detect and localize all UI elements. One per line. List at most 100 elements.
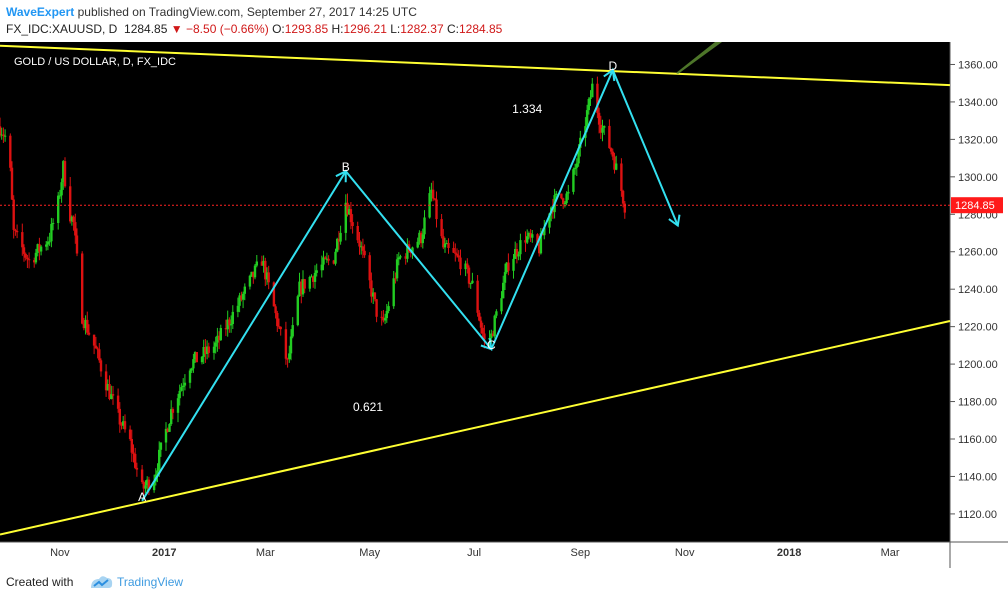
wave-label: 1.334 <box>512 102 542 116</box>
candle-body <box>260 261 264 266</box>
candle-body <box>33 260 36 263</box>
candle <box>575 158 578 176</box>
candle <box>243 283 246 301</box>
y-tick-label: 1320.00 <box>958 134 998 146</box>
candle-body <box>82 323 86 329</box>
candle <box>483 325 486 349</box>
candle-body <box>464 263 467 270</box>
candle-body <box>603 125 606 128</box>
drawings-layer[interactable]: A B C D 1.334 0.621 <box>0 42 951 536</box>
candle <box>464 260 467 277</box>
candle-body <box>312 276 315 282</box>
candle-body <box>457 255 460 258</box>
candle <box>308 275 311 292</box>
candle-body <box>130 439 133 453</box>
candle-body <box>517 254 520 257</box>
candle <box>457 250 460 262</box>
low-label: L: <box>390 22 401 36</box>
candle-body <box>70 216 74 222</box>
x-tick-label: Jul <box>467 547 481 559</box>
candle-body <box>265 272 269 280</box>
candle <box>72 215 75 231</box>
candle-body <box>45 244 48 247</box>
wave-arrowhead <box>668 214 681 228</box>
candle-body <box>322 257 325 265</box>
candle <box>397 252 400 266</box>
candle-body <box>116 395 120 409</box>
candle <box>207 342 210 358</box>
candle <box>358 232 361 255</box>
candle <box>539 228 543 255</box>
candle <box>346 193 349 217</box>
candle <box>490 329 493 344</box>
candle <box>560 193 563 200</box>
candle <box>495 309 498 319</box>
candle <box>226 310 229 337</box>
candle-body <box>240 295 243 300</box>
candle-body <box>447 243 450 248</box>
candle <box>433 198 436 201</box>
candle-body <box>24 253 27 258</box>
candle <box>431 180 435 202</box>
candle-body <box>152 481 156 491</box>
candle <box>531 230 534 243</box>
trendline-1[interactable] <box>0 44 951 87</box>
candle-body <box>34 252 38 263</box>
candle-body <box>611 151 614 157</box>
candle <box>168 423 171 432</box>
candle <box>118 402 121 433</box>
candle <box>327 255 330 266</box>
candle-body <box>562 198 565 205</box>
candle <box>279 326 282 336</box>
tradingview-link[interactable]: TradingView <box>117 575 184 589</box>
candle-body <box>560 193 563 199</box>
candle-body <box>92 334 96 346</box>
candle-body <box>226 319 229 330</box>
candle-body <box>613 156 616 170</box>
close-value: 1284.85 <box>458 22 503 36</box>
candle <box>322 250 325 271</box>
candle-body <box>395 259 399 279</box>
candle <box>135 462 139 477</box>
candle <box>164 422 168 451</box>
candle-body <box>108 384 111 399</box>
tradingview-logo-icon[interactable] <box>88 573 114 591</box>
candle <box>276 310 279 332</box>
wave-label: D <box>608 59 617 73</box>
candle-body <box>394 278 397 280</box>
candle-body <box>10 167 14 200</box>
chart-area[interactable]: A B C D 1.334 0.621 1120.00 1140.00 1160.00 1180… <box>0 42 1008 568</box>
candle-body <box>430 189 433 194</box>
candle <box>452 241 455 253</box>
candle <box>454 243 457 262</box>
candle-body <box>308 277 311 289</box>
change-value: −8.50 (−0.66%) <box>186 22 269 36</box>
candle <box>466 258 469 274</box>
candle-body <box>106 384 109 391</box>
candle-body <box>337 238 341 242</box>
author-link[interactable]: WaveExpert <box>6 5 75 19</box>
price-chart[interactable]: A B C D 1.334 0.621 1120.00 1140.00 1160.00 1180… <box>0 42 1008 568</box>
candle <box>423 210 426 239</box>
time-axis-background[interactable] <box>0 542 950 568</box>
candle-body <box>231 311 234 324</box>
candle <box>192 353 195 373</box>
candle <box>394 272 397 284</box>
candle-body <box>476 280 479 313</box>
price-axis-background[interactable] <box>950 42 1008 568</box>
candle <box>609 147 613 155</box>
wave-label: A <box>138 490 146 504</box>
candle <box>190 367 193 373</box>
candle <box>471 272 474 284</box>
candle <box>15 224 19 239</box>
green-pointer-arrow[interactable] <box>676 42 722 74</box>
candle-body <box>62 161 65 183</box>
candle-body <box>286 358 289 360</box>
candle <box>48 232 51 246</box>
candle <box>81 251 84 325</box>
candle-body <box>399 256 402 258</box>
candle <box>479 316 483 334</box>
candle-body <box>493 315 496 337</box>
trendline-2[interactable] <box>0 320 951 536</box>
wave-label: 0.621 <box>353 400 383 414</box>
